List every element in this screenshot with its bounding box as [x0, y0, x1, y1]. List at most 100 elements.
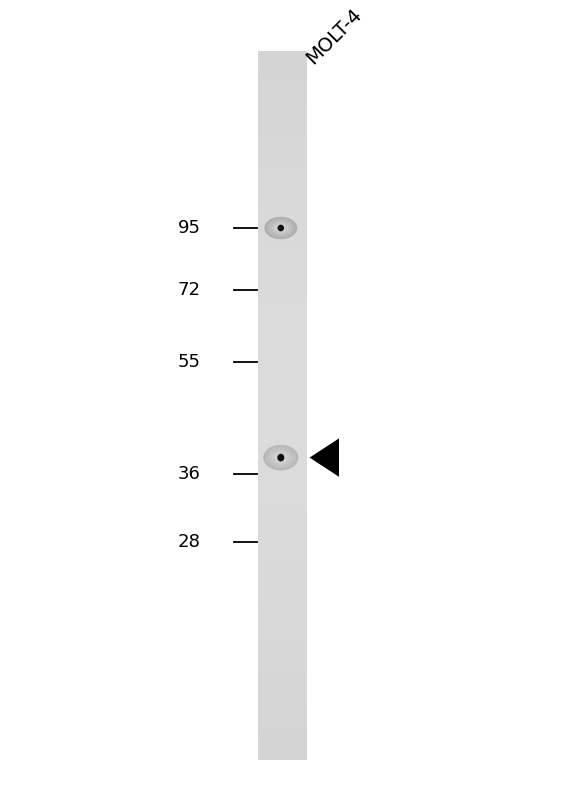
Bar [259, 282, 306, 286]
Bar [259, 104, 306, 109]
Bar [259, 257, 306, 261]
Text: 28: 28 [178, 534, 201, 551]
Ellipse shape [272, 451, 289, 464]
Ellipse shape [273, 223, 288, 233]
Bar [259, 625, 306, 629]
Bar [259, 430, 306, 434]
Bar [259, 678, 306, 682]
Bar [259, 479, 306, 484]
Bar [259, 554, 306, 558]
Bar [259, 536, 306, 541]
Bar [259, 136, 306, 141]
Ellipse shape [273, 222, 289, 234]
Bar [259, 498, 306, 502]
Bar [259, 356, 306, 360]
Bar [259, 342, 306, 346]
Bar [259, 320, 306, 325]
Bar [259, 370, 306, 374]
Bar [259, 565, 306, 569]
Bar [259, 578, 306, 583]
Bar [259, 441, 306, 445]
Bar [259, 274, 306, 278]
Bar [259, 575, 306, 579]
Bar [259, 228, 306, 233]
Bar [259, 165, 306, 169]
Ellipse shape [277, 454, 284, 462]
Bar [259, 412, 306, 417]
Bar [259, 108, 306, 112]
Text: 55: 55 [177, 353, 201, 370]
Bar [259, 218, 306, 222]
Bar [259, 582, 306, 586]
Bar [259, 642, 306, 646]
Bar [259, 752, 306, 757]
Bar [259, 175, 306, 179]
Bar [259, 571, 306, 576]
Bar [259, 511, 306, 516]
Ellipse shape [272, 222, 290, 234]
Ellipse shape [270, 449, 292, 466]
Bar [259, 518, 306, 523]
Bar [259, 504, 306, 509]
Bar [259, 398, 306, 402]
Bar [259, 387, 306, 392]
Ellipse shape [268, 220, 293, 236]
Ellipse shape [277, 225, 284, 231]
Bar [259, 664, 306, 668]
Ellipse shape [264, 217, 297, 239]
Bar [259, 706, 306, 710]
Bar [259, 267, 306, 271]
Bar [259, 292, 306, 296]
Text: MOLT-4: MOLT-4 [302, 5, 366, 68]
Bar [259, 614, 306, 618]
Ellipse shape [270, 450, 292, 466]
Bar [259, 738, 306, 742]
Ellipse shape [267, 447, 295, 468]
Bar [259, 203, 306, 208]
Bar [259, 362, 306, 367]
Ellipse shape [266, 446, 296, 469]
Ellipse shape [263, 445, 298, 470]
Bar [259, 607, 306, 611]
Ellipse shape [275, 454, 286, 462]
Bar [259, 713, 306, 718]
Bar [259, 451, 306, 455]
Ellipse shape [272, 222, 289, 234]
Bar [259, 476, 306, 480]
Ellipse shape [266, 218, 295, 238]
Bar [259, 126, 306, 130]
Bar [259, 391, 306, 395]
Bar [259, 731, 306, 735]
Bar [259, 317, 306, 321]
Bar [259, 193, 306, 197]
Bar [259, 437, 306, 442]
Bar [259, 635, 306, 640]
Bar [259, 603, 306, 608]
Bar [259, 685, 306, 689]
Bar [259, 650, 306, 654]
Bar [259, 313, 306, 318]
Bar [259, 161, 306, 166]
Bar [259, 302, 306, 307]
Bar [259, 423, 306, 427]
Bar [259, 83, 306, 87]
Bar [259, 115, 306, 119]
Bar [259, 225, 306, 229]
Ellipse shape [276, 454, 285, 461]
Bar [259, 246, 306, 250]
Bar [259, 129, 306, 134]
Ellipse shape [266, 218, 296, 238]
Bar [259, 734, 306, 738]
Bar [259, 416, 306, 420]
Bar [259, 306, 306, 310]
Bar [259, 454, 306, 459]
Bar [259, 232, 306, 236]
Bar [259, 86, 306, 91]
Ellipse shape [276, 225, 285, 231]
Bar [259, 515, 306, 519]
Ellipse shape [267, 218, 294, 238]
Ellipse shape [277, 455, 284, 460]
Bar [259, 338, 306, 342]
Ellipse shape [275, 224, 287, 232]
Bar [259, 150, 306, 154]
